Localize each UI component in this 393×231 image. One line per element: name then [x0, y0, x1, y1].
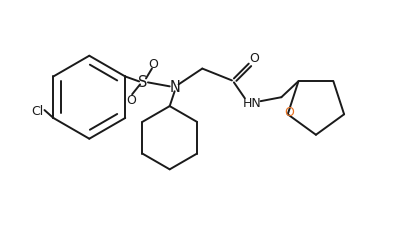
Text: HN: HN: [242, 96, 261, 109]
Text: S: S: [138, 75, 148, 90]
Text: O: O: [148, 58, 158, 71]
Text: Cl: Cl: [31, 104, 44, 117]
Text: O: O: [250, 52, 260, 65]
Text: N: N: [169, 79, 180, 94]
Text: O: O: [126, 93, 136, 106]
Text: O: O: [284, 105, 294, 118]
